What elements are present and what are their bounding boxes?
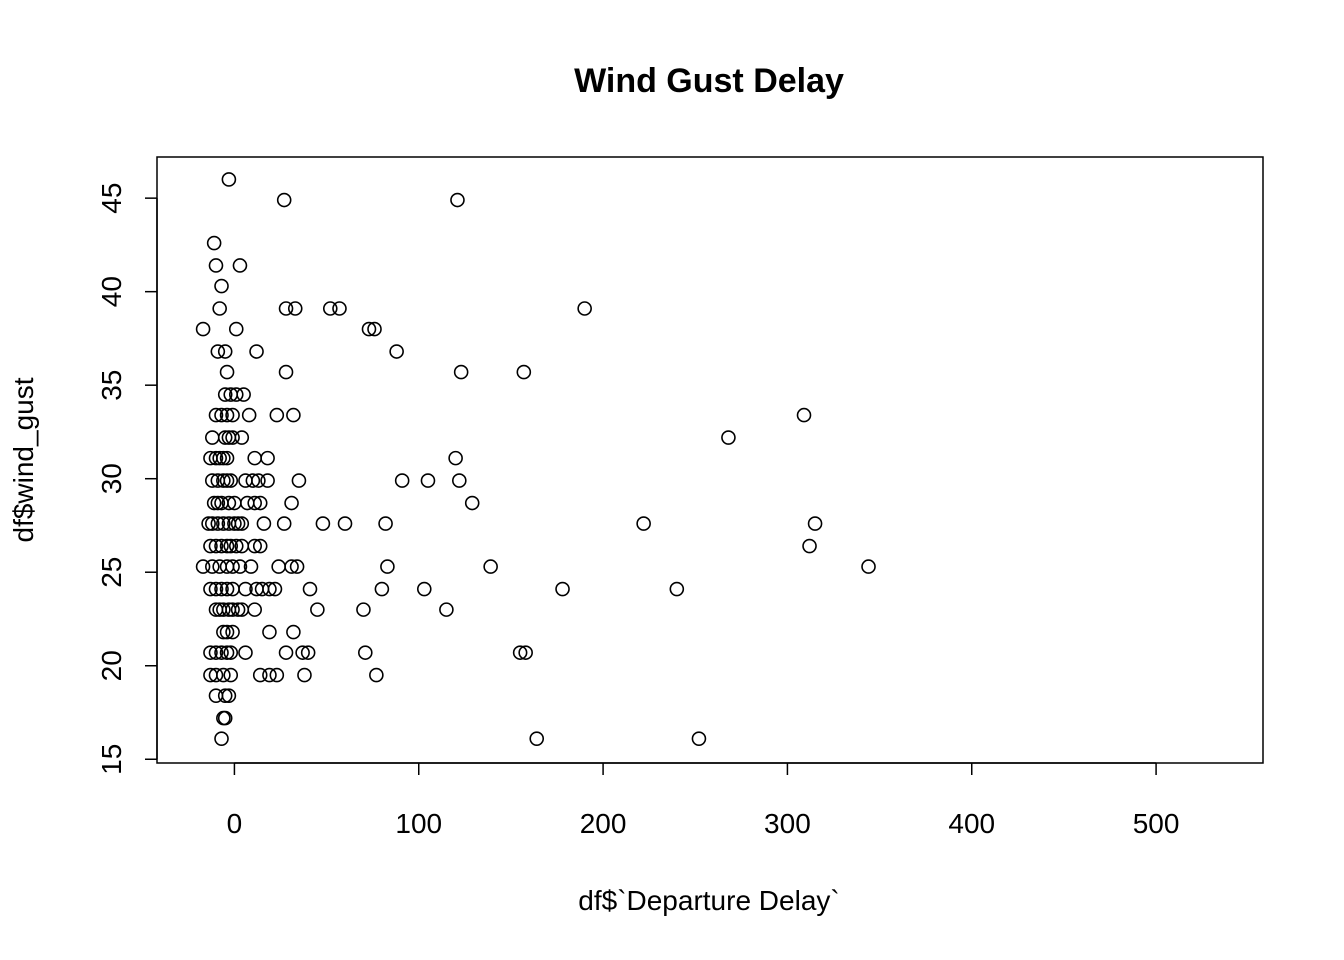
chart-title: Wind Gust Delay [574, 62, 844, 100]
y-axis: 15 20 25 30 35 40 45 [96, 183, 157, 775]
data-point [484, 560, 497, 573]
data-point [261, 474, 274, 487]
data-point [280, 366, 293, 379]
data-point [289, 302, 302, 315]
data-point [287, 626, 300, 639]
data-point [270, 409, 283, 422]
data-point [213, 302, 226, 315]
data-point [375, 583, 388, 596]
data-point [453, 474, 466, 487]
data-point [239, 646, 252, 659]
data-point [239, 474, 252, 487]
x-axis-label: df$`Departure Delay` [578, 885, 839, 916]
data-point [803, 540, 816, 553]
data-point [278, 517, 291, 530]
data-point [449, 452, 462, 465]
data-point [339, 517, 352, 530]
data-point [217, 669, 230, 682]
data-point [278, 194, 291, 207]
y-tick-label: 15 [96, 744, 127, 775]
data-point [303, 583, 316, 596]
data-point [517, 366, 530, 379]
x-tick-label: 100 [395, 808, 442, 839]
data-point [243, 409, 256, 422]
data-point [241, 497, 254, 510]
data-point [556, 583, 569, 596]
data-point [206, 431, 219, 444]
data-point [263, 669, 276, 682]
y-tick-label: 20 [96, 650, 127, 681]
y-tick-label: 35 [96, 370, 127, 401]
x-tick-label: 0 [227, 808, 243, 839]
data-point [237, 388, 250, 401]
data-point [222, 173, 235, 186]
data-point [637, 517, 650, 530]
data-point [248, 452, 261, 465]
data-point [670, 583, 683, 596]
data-point [280, 646, 293, 659]
data-point [455, 366, 468, 379]
data-point [692, 732, 705, 745]
data-point [219, 345, 232, 358]
x-axis: 0 100 200 300 400 500 [227, 763, 1180, 839]
data-point [206, 560, 219, 573]
data-point [287, 409, 300, 422]
data-point [221, 366, 234, 379]
y-tick-label: 25 [96, 557, 127, 588]
data-point [311, 603, 324, 616]
data-point [292, 474, 305, 487]
data-point [578, 302, 591, 315]
data-point [798, 409, 811, 422]
data-point [379, 517, 392, 530]
data-point [272, 560, 285, 573]
data-point [862, 560, 875, 573]
data-point [197, 323, 210, 336]
data-point [421, 474, 434, 487]
data-point [466, 497, 479, 510]
data-point [357, 603, 370, 616]
y-axis-label: df$wind_gust [8, 377, 39, 542]
data-point [722, 431, 735, 444]
data-point [396, 474, 409, 487]
data-point [359, 646, 372, 659]
data-point [530, 732, 543, 745]
data-point [809, 517, 822, 530]
plot-frame [157, 157, 1263, 763]
data-point [250, 345, 263, 358]
data-point [248, 603, 261, 616]
data-point [208, 237, 221, 250]
data-point [263, 626, 276, 639]
y-tick-label: 40 [96, 276, 127, 307]
data-point [233, 259, 246, 272]
data-point [298, 669, 311, 682]
data-point [261, 452, 274, 465]
data-point [316, 517, 329, 530]
y-tick-label: 30 [96, 463, 127, 494]
x-tick-label: 300 [764, 808, 811, 839]
data-point [213, 560, 226, 573]
x-tick-label: 500 [1133, 808, 1180, 839]
x-tick-label: 200 [580, 808, 627, 839]
data-point [230, 323, 243, 336]
data-point [285, 497, 298, 510]
data-point [381, 560, 394, 573]
data-points [197, 173, 875, 745]
data-point [224, 669, 237, 682]
data-point [215, 280, 228, 293]
y-tick-label: 45 [96, 183, 127, 214]
data-point [333, 302, 346, 315]
data-point [235, 431, 248, 444]
data-point [390, 345, 403, 358]
data-point [209, 259, 222, 272]
data-point [451, 194, 464, 207]
data-point [440, 603, 453, 616]
data-point [418, 583, 431, 596]
x-tick-label: 400 [948, 808, 995, 839]
data-point [211, 345, 224, 358]
data-point [215, 732, 228, 745]
data-point [370, 669, 383, 682]
data-point [257, 517, 270, 530]
data-point [270, 669, 283, 682]
